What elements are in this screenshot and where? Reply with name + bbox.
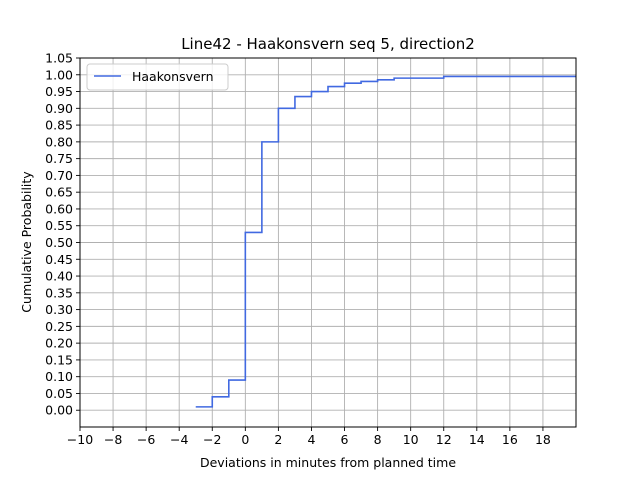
y-tick-label: 0.05	[45, 386, 73, 401]
x-tick-label: 2	[274, 432, 282, 447]
series-line-haakonsvern	[195, 75, 576, 408]
y-tick-label: 0.45	[45, 252, 73, 267]
y-tick-label: 0.85	[45, 118, 73, 133]
x-tick-label: −8	[104, 432, 122, 447]
x-axis: −10 −8 −6 −4 −2 0 2 4 6 8 10 12 14 16 18	[67, 427, 551, 447]
x-tick-label: 14	[469, 432, 485, 447]
y-tick-label: 0.75	[45, 151, 73, 166]
y-tick-label: 0.40	[45, 269, 73, 284]
y-tick-label: 0.60	[45, 201, 73, 216]
x-tick-label: 12	[436, 432, 452, 447]
legend: Haakonsvern	[86, 63, 229, 91]
y-axis: 0.00 0.05 0.10 0.150.20 0.25 0.30 0.350.40 0.45…	[45, 51, 80, 418]
x-tick-label: −6	[137, 432, 155, 447]
x-tick-label: −2	[203, 432, 221, 447]
y-tick-label: 0.55	[45, 218, 73, 233]
y-tick-label: 1.00	[45, 67, 73, 82]
y-tick-label: 0.50	[45, 235, 73, 250]
y-tick-label: 0.20	[45, 336, 73, 351]
x-tick-label: 0	[241, 432, 249, 447]
x-tick-label: −4	[170, 432, 188, 447]
y-tick-label: 0.25	[45, 319, 73, 334]
y-tick-label: 0.15	[45, 352, 73, 367]
y-tick-label: 0.35	[45, 285, 73, 300]
y-axis-label: Cumulative Probability	[19, 171, 34, 313]
x-tick-label: 6	[341, 432, 349, 447]
legend-label: Haakonsvern	[132, 69, 214, 84]
x-tick-label: 4	[307, 432, 315, 447]
y-tick-label: 0.10	[45, 369, 73, 384]
y-tick-label: 0.90	[45, 101, 73, 116]
y-tick-label: 0.80	[45, 134, 73, 149]
legend-box	[86, 63, 229, 91]
y-tick-label: 0.70	[45, 168, 73, 183]
x-tick-label: 18	[535, 432, 551, 447]
y-tick-label: 1.05	[45, 51, 73, 66]
series-layer	[195, 75, 576, 408]
x-axis-label: Deviations in minutes from planned time	[200, 455, 456, 470]
x-tick-label: −10	[67, 432, 93, 447]
chart-title: Line42 - Haakonsvern seq 5, direction2	[181, 35, 475, 53]
x-tick-label: 16	[502, 432, 518, 447]
x-tick-label: 8	[374, 432, 382, 447]
x-tick-label: 10	[403, 432, 419, 447]
y-tick-label: 0.30	[45, 302, 73, 317]
y-tick-label: 0.00	[45, 403, 73, 418]
y-tick-label: 0.95	[45, 84, 73, 99]
y-tick-label: 0.65	[45, 185, 73, 200]
grid	[79, 57, 576, 427]
